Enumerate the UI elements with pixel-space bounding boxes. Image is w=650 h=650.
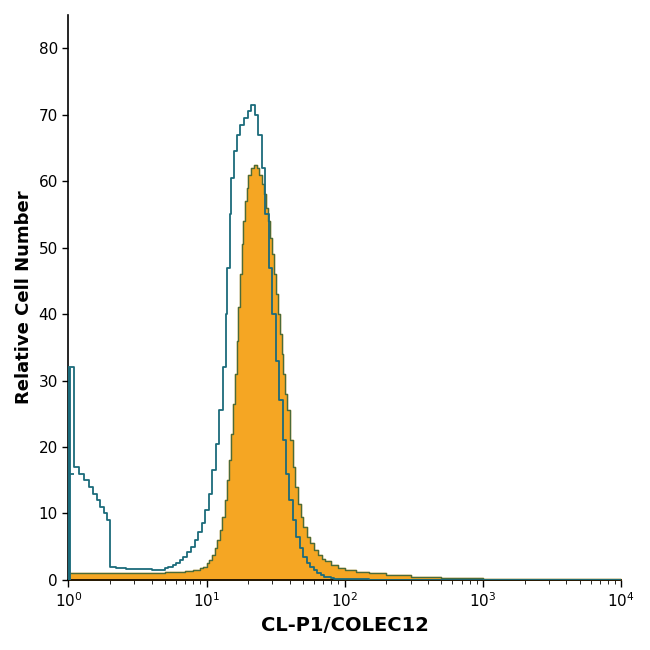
X-axis label: CL-P1/COLEC12: CL-P1/COLEC12: [261, 616, 429, 635]
Y-axis label: Relative Cell Number: Relative Cell Number: [15, 190, 33, 404]
